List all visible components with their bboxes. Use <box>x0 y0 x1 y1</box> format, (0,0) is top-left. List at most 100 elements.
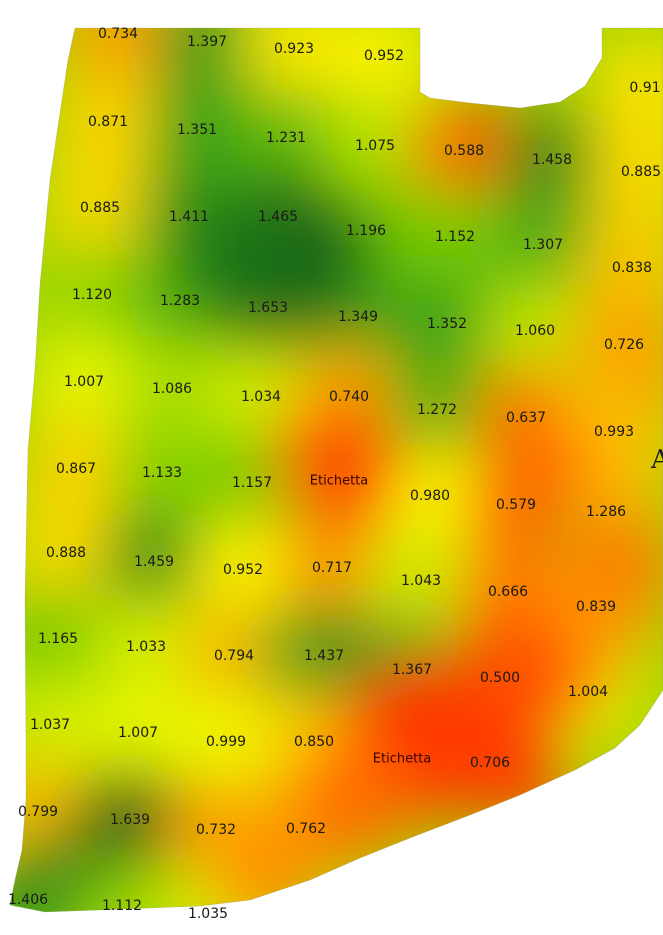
heat-blend <box>255 615 325 685</box>
value-label: 1.459 <box>134 554 174 570</box>
value-label: 0.839 <box>576 599 616 615</box>
value-label: 0.980 <box>410 488 450 504</box>
heat-cell <box>110 421 214 525</box>
value-label: 0.952 <box>223 562 263 578</box>
value-label: 1.411 <box>169 209 209 225</box>
value-label: 1.133 <box>142 465 182 481</box>
heat-cell <box>242 28 346 101</box>
value-label: 1.351 <box>177 122 217 138</box>
value-label: 1.165 <box>38 631 78 647</box>
site-name-label: Etichetta <box>310 474 368 489</box>
value-label: 0.637 <box>506 410 546 426</box>
heat-cell <box>86 681 190 785</box>
heat-blend <box>105 525 175 595</box>
value-label: 1.086 <box>152 381 192 397</box>
edge-letter: A <box>651 445 663 475</box>
heat-cell <box>182 604 286 708</box>
value-label: 1.152 <box>435 229 475 245</box>
heat-cell <box>40 243 144 347</box>
value-label: 0.867 <box>56 461 96 477</box>
heat-cell <box>280 516 384 620</box>
value-label: 0.838 <box>612 260 652 276</box>
value-label: 1.035 <box>188 906 228 922</box>
heat-cell <box>14 501 118 605</box>
value-label: 0.706 <box>470 755 510 771</box>
value-label: 1.639 <box>110 812 150 828</box>
heat-cell <box>483 279 587 383</box>
heat-cell <box>580 216 663 320</box>
heat-cell <box>191 518 295 622</box>
value-label: 1.437 <box>304 648 344 664</box>
value-label: 0.799 <box>18 804 58 820</box>
heat-cell <box>385 358 489 462</box>
value-label: 1.120 <box>72 287 112 303</box>
value-label: 0.588 <box>444 143 484 159</box>
heat-cell <box>589 120 663 224</box>
value-label: 1.157 <box>232 475 272 491</box>
value-label: 1.034 <box>241 389 281 405</box>
site-name-label: Etichetta <box>373 752 431 767</box>
value-label: 1.352 <box>427 316 467 332</box>
value-label: 0.888 <box>46 545 86 561</box>
value-label: 1.231 <box>266 130 306 146</box>
value-label: 1.367 <box>392 662 432 678</box>
value-label: 0.923 <box>274 41 314 57</box>
heat-blend <box>20 830 100 910</box>
area-outline <box>9 27 663 913</box>
heat-cell <box>395 272 499 376</box>
heat-cell <box>500 108 604 212</box>
value-label: 1.007 <box>118 725 158 741</box>
value-label: 1.060 <box>515 323 555 339</box>
heat-cell <box>120 337 224 441</box>
value-label: 1.349 <box>338 309 378 325</box>
heat-blend <box>290 740 410 860</box>
value-label: 0.794 <box>214 648 254 664</box>
heat-cell <box>94 595 198 699</box>
heat-blend <box>180 200 300 320</box>
value-label: 0.726 <box>604 337 644 353</box>
heat-cell <box>66 28 170 86</box>
heat-cell <box>323 94 427 198</box>
value-label: 1.283 <box>160 293 200 309</box>
value-label: 1.075 <box>355 138 395 154</box>
heat-blend <box>475 735 565 825</box>
heat-cell <box>369 529 473 633</box>
value-label: 1.007 <box>64 374 104 390</box>
heat-cell <box>24 417 128 521</box>
value-label: 1.406 <box>8 892 48 908</box>
heat-cell <box>593 36 663 140</box>
heat-cell <box>56 70 160 174</box>
heat-cell <box>174 690 278 794</box>
value-label: 1.037 <box>30 717 70 733</box>
value-label: 0.500 <box>480 670 520 686</box>
value-label: 0.717 <box>312 560 352 576</box>
heat-cell <box>412 99 516 203</box>
value-label: 1.043 <box>401 573 441 589</box>
heat-blend <box>570 510 663 610</box>
value-label: 1.307 <box>523 237 563 253</box>
value-label: 0.91 <box>629 80 660 96</box>
value-label: 0.999 <box>206 734 246 750</box>
value-label: 0.885 <box>621 164 661 180</box>
heat-cell <box>155 28 259 94</box>
heat-cell <box>234 86 338 190</box>
heat-blend <box>275 405 365 495</box>
value-label: 1.465 <box>258 209 298 225</box>
value-label: 0.850 <box>294 734 334 750</box>
heat-blend <box>75 775 165 865</box>
value-label: 1.004 <box>568 684 608 700</box>
value-label: 1.112 <box>102 898 142 914</box>
value-label: 0.885 <box>80 200 120 216</box>
heat-cell <box>145 78 249 182</box>
heat-cell <box>10 587 110 691</box>
value-label: 1.033 <box>126 639 166 655</box>
value-label: 0.732 <box>196 822 236 838</box>
value-label: 1.397 <box>187 34 227 50</box>
heat-cell <box>48 156 152 260</box>
value-label: 0.762 <box>286 821 326 837</box>
value-label: 0.952 <box>364 48 404 64</box>
heat-cell <box>491 193 595 297</box>
